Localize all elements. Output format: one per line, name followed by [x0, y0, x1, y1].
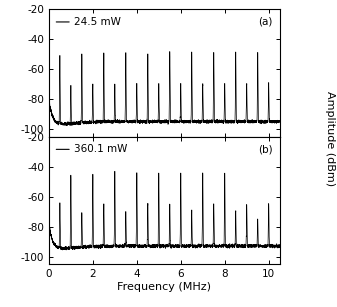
Text: Amplitude (dBm): Amplitude (dBm) — [325, 91, 335, 186]
Text: (b): (b) — [258, 144, 273, 154]
X-axis label: Frequency (MHz): Frequency (MHz) — [117, 282, 211, 292]
Text: 360.1 mW: 360.1 mW — [74, 144, 128, 154]
Text: 24.5 mW: 24.5 mW — [74, 17, 121, 27]
Text: (a): (a) — [258, 17, 273, 27]
